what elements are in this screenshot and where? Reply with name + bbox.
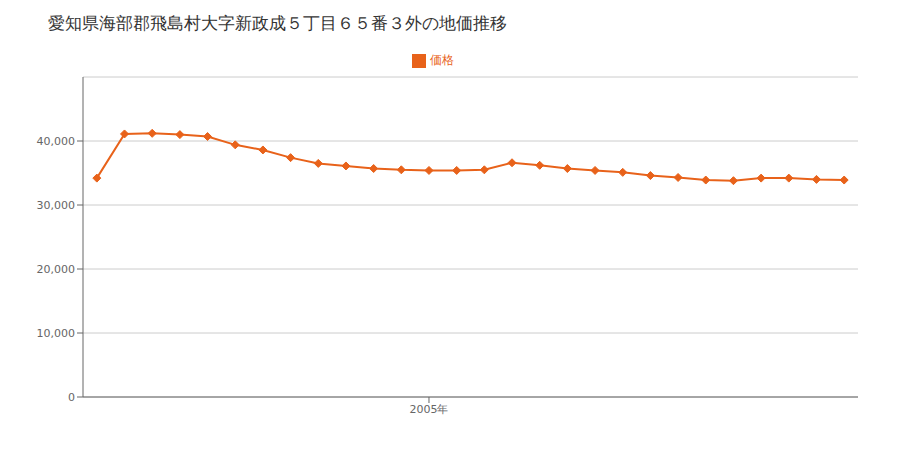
- svg-text:0: 0: [68, 391, 75, 404]
- svg-text:40,000: 40,000: [37, 135, 76, 148]
- svg-text:20,000: 20,000: [37, 263, 76, 276]
- svg-text:2005年: 2005年: [409, 403, 448, 416]
- html-text:価格: 価格: [430, 53, 454, 67]
- html-text:愛知県海部郡飛島村大字新政成５丁目６５番３外の地価推移: 愛知県海部郡飛島村大字新政成５丁目６５番３外の地価推移: [48, 13, 507, 33]
- svg-text:10,000: 10,000: [37, 327, 76, 340]
- svg-text:30,000: 30,000: [37, 199, 76, 212]
